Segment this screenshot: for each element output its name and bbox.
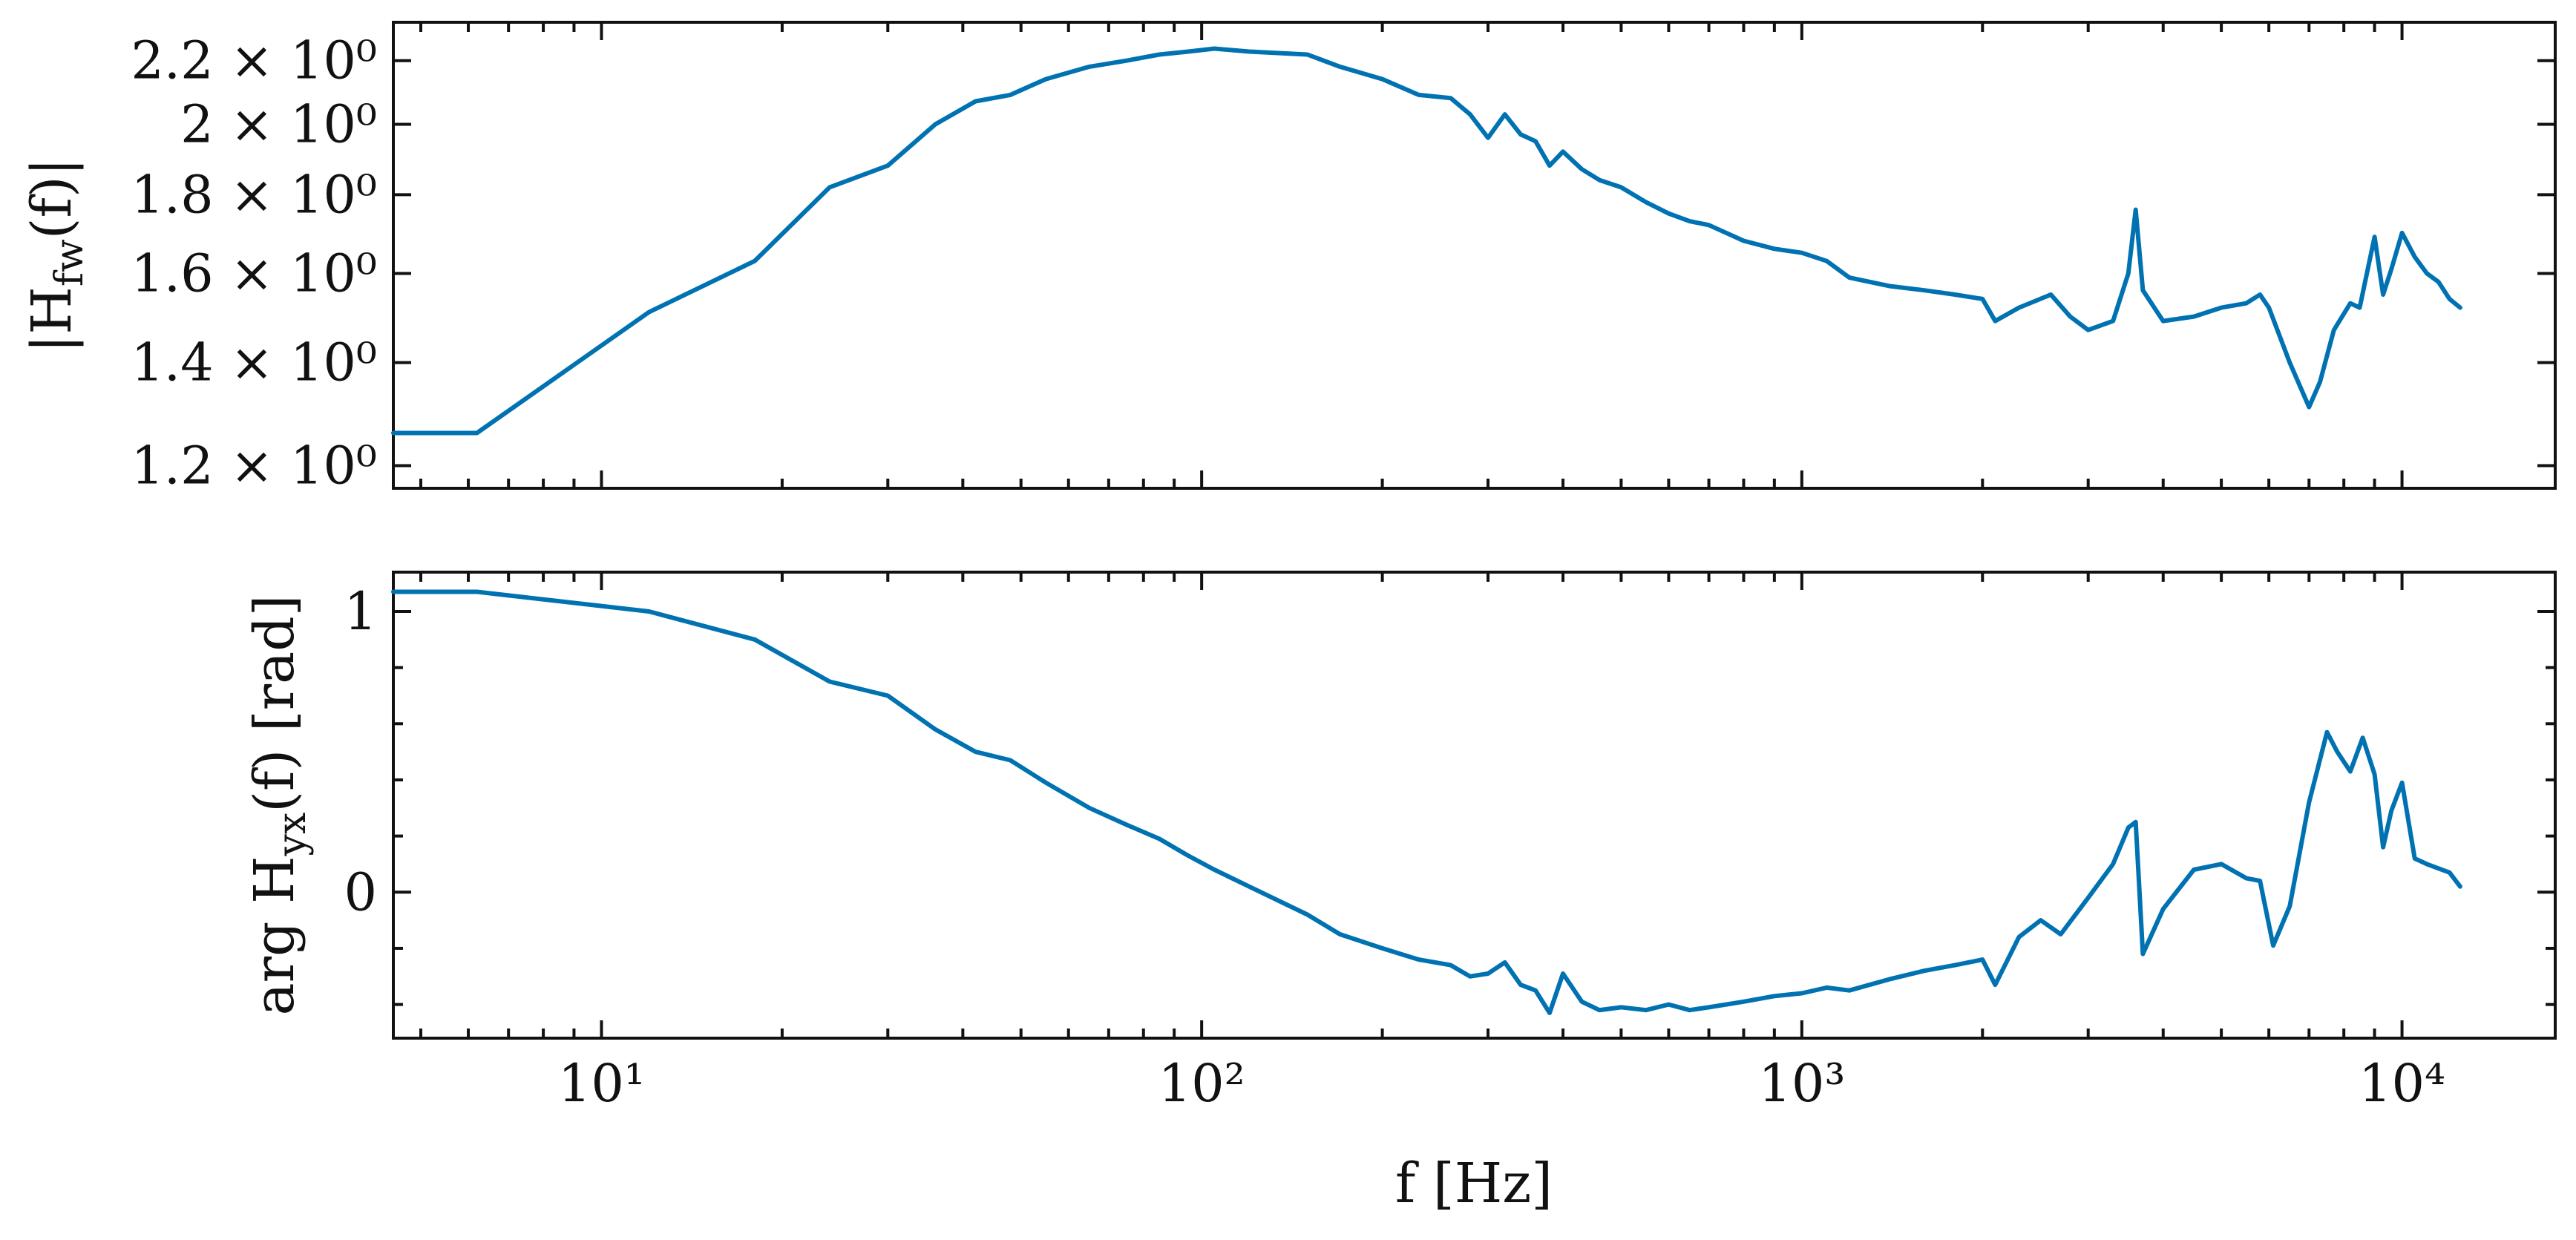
phase-axis-ticks [393, 572, 2555, 1038]
y-tick-label: 1.2 × 10⁰ [131, 435, 377, 496]
phase-y-axis-label: arg Hyx(f) [rad] [243, 595, 315, 1016]
phase-x-tick-labels: 10¹ 10² 10³ 10⁴ [558, 1053, 2445, 1114]
y-tick-label: 1.4 × 10⁰ [131, 332, 377, 393]
y-tick-label: 2 × 10⁰ [180, 94, 377, 155]
x-tick-label: 10² [1158, 1053, 1245, 1114]
phase-y-tick-labels: 01 [344, 581, 377, 922]
y-tick-label: 1 [344, 581, 377, 642]
phase-series-line [391, 589, 2462, 1015]
frequency-x-axis-label: f [Hz] [1395, 1152, 1553, 1216]
y-tick-label: 0 [344, 862, 377, 922]
x-tick-label: 10⁴ [2359, 1053, 2445, 1114]
magnitude-series-line [391, 46, 2462, 436]
magnitude-panel: 1.2 × 10⁰ 1.4 × 10⁰ 1.6 × 10⁰ 1.8 × 10⁰ 2 × … [20, 21, 2557, 496]
x-tick-label: 10¹ [558, 1053, 645, 1114]
magnitude-axis-ticks [393, 22, 2555, 488]
phase-panel: 01 10¹ 10² 10³ 10⁴ arg Hyx(f) [rad] f [Hz] [243, 571, 2557, 1216]
y-tick-label: 1.6 × 10⁰ [131, 243, 377, 304]
x-tick-label: 10³ [1758, 1053, 1845, 1114]
magnitude-plot-frame [392, 21, 2557, 490]
phase-plot-frame [392, 571, 2557, 1040]
magnitude-y-axis-label: |Hfw(f)| [20, 157, 92, 352]
magnitude-y-tick-labels: 1.2 × 10⁰ 1.4 × 10⁰ 1.6 × 10⁰ 1.8 × 10⁰ 2 × … [131, 30, 377, 496]
y-tick-label: 2.2 × 10⁰ [131, 30, 377, 91]
y-tick-label: 1.8 × 10⁰ [131, 164, 377, 225]
